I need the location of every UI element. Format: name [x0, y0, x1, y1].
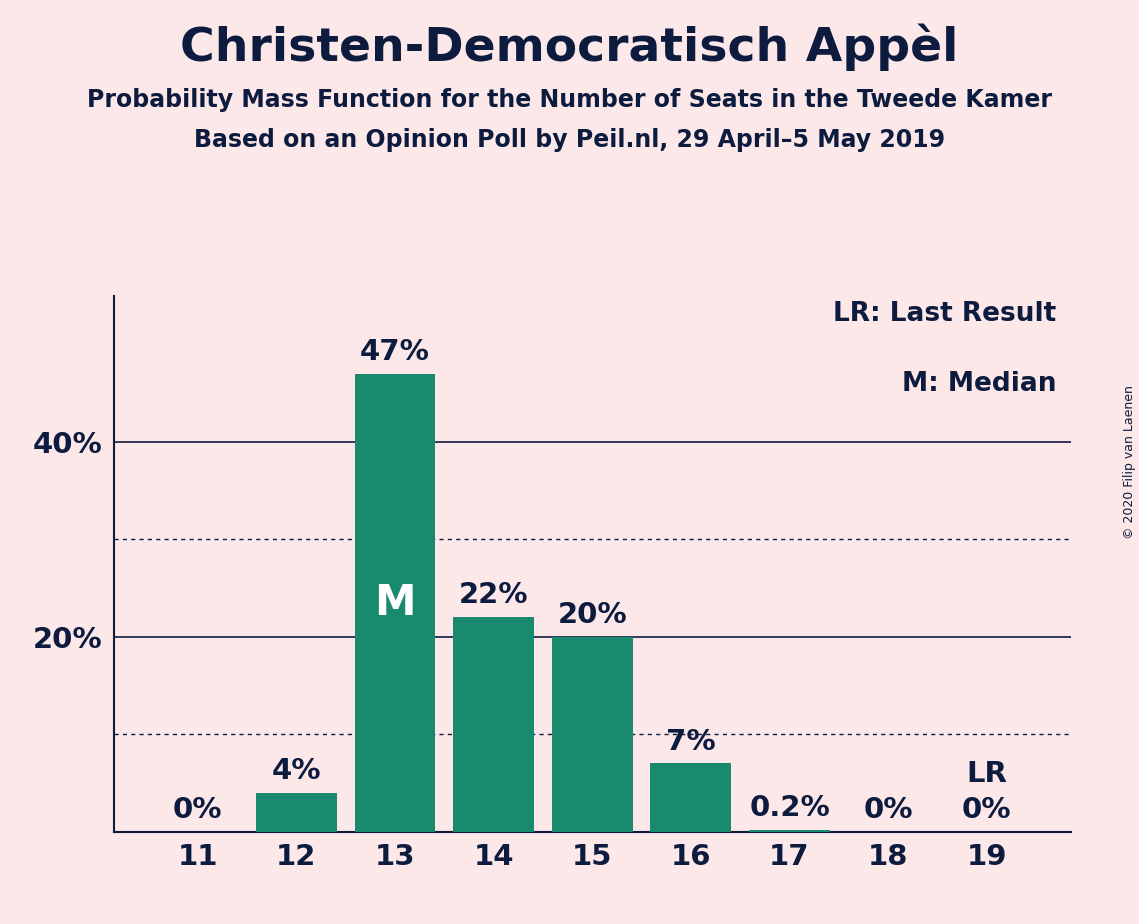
Text: 20%: 20% [557, 601, 628, 629]
Text: 4%: 4% [272, 757, 321, 784]
Text: 0%: 0% [173, 796, 222, 824]
Text: LR: Last Result: LR: Last Result [833, 301, 1056, 327]
Bar [354, 373, 435, 832]
Text: M: M [375, 581, 416, 624]
Text: Probability Mass Function for the Number of Seats in the Tweede Kamer: Probability Mass Function for the Number… [87, 88, 1052, 112]
Text: 22%: 22% [459, 581, 528, 610]
Text: 0.2%: 0.2% [749, 794, 830, 821]
Bar [650, 763, 731, 832]
Text: M: Median: M: Median [902, 371, 1056, 396]
Text: LR: LR [966, 760, 1007, 788]
Text: © 2020 Filip van Laenen: © 2020 Filip van Laenen [1123, 385, 1136, 539]
Bar [552, 637, 632, 832]
Text: Based on an Opinion Poll by Peil.nl, 29 April–5 May 2019: Based on an Opinion Poll by Peil.nl, 29 … [194, 128, 945, 152]
Bar [453, 617, 534, 832]
Text: 47%: 47% [360, 338, 431, 366]
Text: 0%: 0% [863, 796, 912, 824]
Text: Christen-Democratisch Appèl: Christen-Democratisch Appèl [180, 23, 959, 70]
Text: 7%: 7% [666, 727, 715, 756]
Bar [749, 830, 830, 832]
Text: 0%: 0% [962, 796, 1011, 824]
Bar [256, 793, 337, 832]
